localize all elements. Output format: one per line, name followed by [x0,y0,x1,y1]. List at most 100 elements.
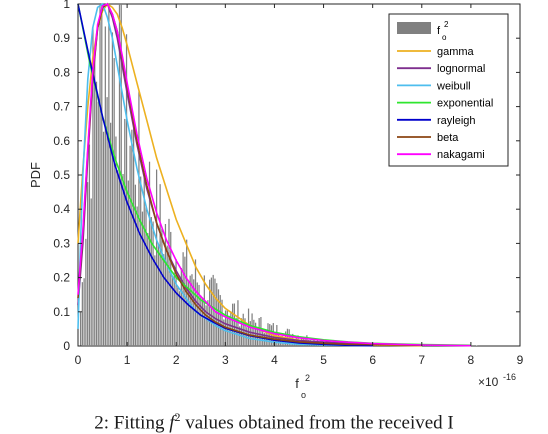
x-multiplier-exponent: -16 [503,372,516,382]
x-axis-label-sup: 2 [305,373,310,383]
histogram-bar [200,295,202,346]
fitted-curves [77,2,471,347]
x-axis-multiplier: ×10 -16 [478,372,516,389]
legend: f2 o gamma lognormal weibull exponential rayle… [388,13,509,167]
x-tick-label: 4 [271,353,278,367]
histogram-bar [177,286,179,346]
histogram-bar [141,211,144,346]
y-tick-label: 0.9 [53,31,70,45]
histogram-bar [246,327,248,346]
histogram-bar [168,218,170,346]
histogram-bar [173,272,175,346]
y-tick-label: 0.1 [53,305,70,319]
histogram-bar [104,26,106,346]
histogram-bar [267,323,269,346]
histogram-bar [129,145,131,346]
histogram-bar [475,345,478,346]
histogram-bar [249,321,251,346]
histogram-bar [133,116,135,346]
x-tick-label: 3 [222,353,229,367]
histogram-bar [134,184,137,346]
histogram-bar [81,282,83,346]
y-tick-label: 0.4 [53,202,70,216]
histogram-bar [79,312,82,346]
histogram-bar [193,279,195,346]
y-tick-label: 0.8 [53,65,70,79]
caption-sup: 2 [174,410,181,424]
histogram-bar [118,4,121,346]
legend-label-gamma: gamma [437,46,475,58]
x-tick-label: 8 [468,353,475,367]
histogram-bar [147,233,149,346]
histogram-bar [178,291,181,346]
curve-rayleigh [77,3,373,347]
y-tick-label: 0.7 [53,100,70,114]
x-tick-label: 9 [517,353,524,367]
histogram-bar [145,206,147,346]
histogram-bar [207,300,209,346]
histogram-bar [163,254,165,346]
axes: 0 1 2 3 4 5 6 7 8 9 0 0.1 0.2 0.3 0.4 0.5 0.6 0.7 0.8 0.9 1 [53,0,523,367]
y-tick-label: 0.2 [53,271,70,285]
histogram-bar [101,4,103,346]
histogram-bar [111,32,114,347]
histogram-bar [143,173,145,346]
histogram-bar [233,303,236,346]
histogram-bar [113,58,115,346]
histogram-bar [258,318,260,346]
histogram-bar [99,4,101,346]
histogram-bar [239,326,241,346]
histogram-bar [269,324,271,346]
histogram-bar [154,255,156,346]
legend-label-lognormal: lognormal [437,63,485,75]
histogram-bar [201,298,204,346]
legend-box [388,13,509,167]
histogram-bar [122,173,124,346]
histogram-bar [209,279,211,346]
caption-var: f [169,412,175,434]
legend-label-exponential: exponential [437,98,493,110]
histogram-bar [108,4,110,346]
histogram-bar [95,81,98,347]
histogram-bar [159,184,161,346]
x-tick-label: 6 [369,353,376,367]
histogram-bar [157,245,159,346]
legend-label-histogram: f [437,25,441,37]
curve-nakagami [77,3,471,347]
histogram-bar [131,129,133,346]
legend-label-beta: beta [437,132,459,144]
y-tick-label: 0.6 [53,134,70,148]
histogram-bar [237,300,239,346]
histogram-bar [263,333,266,346]
histogram-bar [110,122,112,346]
x-axis-label-var: f [295,376,299,391]
histogram-bar [223,319,225,346]
histogram-bar [127,180,129,346]
legend-label-histogram-sub: o [442,33,447,42]
legend-swatch-histogram [397,22,431,34]
histogram-bar [191,274,193,346]
y-tick-label: 0 [63,339,70,353]
histogram-bar [194,259,197,346]
x-axis-label-sub: o [301,390,306,400]
histogram-bar [92,27,94,347]
legend-label-rayleigh: rayleigh [437,115,476,127]
x-multiplier-base: ×10 [478,375,499,389]
histogram-bar [171,276,174,346]
histogram-bar [87,182,89,346]
curve-weibull [77,2,373,347]
histogram-bar [140,176,142,346]
histogram-bar [124,118,126,346]
histogram-bar [155,169,158,346]
histogram-bar [152,221,154,346]
histogram-bar [117,170,119,346]
histogram-bar [196,282,198,346]
x-tick-label: 2 [173,353,180,367]
histogram-bar [175,259,177,346]
histogram-bar [254,322,257,346]
histogram-bar [161,228,163,346]
histogram-bar [251,313,253,346]
histogram-bar [244,318,246,346]
histogram-bar [102,131,105,346]
